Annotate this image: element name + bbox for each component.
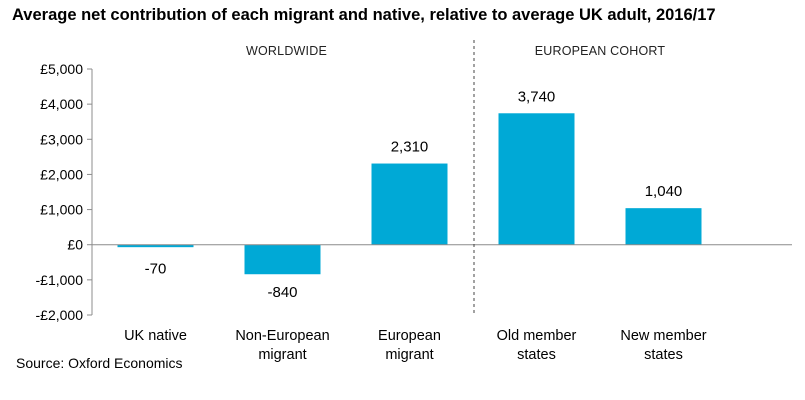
y-tick-label: £3,000 (40, 131, 83, 147)
x-tick-label: UK native (124, 328, 187, 344)
group-label: EUROPEAN COHORT (535, 44, 666, 58)
data-label: -840 (267, 284, 297, 301)
bar (498, 113, 575, 245)
bar (625, 208, 702, 245)
y-tick-label: £0 (67, 237, 83, 253)
y-tick-label: £5,000 (40, 61, 83, 77)
y-tick-label: £1,000 (40, 202, 83, 218)
x-tick-label: Old member (497, 328, 577, 344)
y-tick-label: £2,000 (40, 166, 83, 182)
bar (371, 163, 448, 245)
x-tick-label: states (517, 347, 556, 363)
y-tick-label: £4,000 (40, 96, 83, 112)
data-label: -70 (145, 261, 167, 278)
x-tick-label: New member (620, 328, 706, 344)
chart-title: Average net contribution of each migrant… (12, 6, 716, 24)
x-tick-label: states (644, 347, 683, 363)
bar (244, 244, 321, 275)
x-tick-label: European (378, 328, 441, 344)
data-label: 2,310 (391, 139, 429, 156)
x-tick-label: migrant (258, 347, 306, 363)
data-label: 3,740 (518, 88, 556, 105)
y-tick-label: -£2,000 (36, 307, 84, 323)
source-note: Source: Oxford Economics (16, 355, 183, 371)
y-tick-label: -£1,000 (36, 272, 84, 288)
x-tick-label: migrant (385, 347, 433, 363)
group-label: WORLDWIDE (246, 44, 327, 58)
data-label: 1,040 (645, 183, 683, 200)
bar (117, 244, 194, 248)
x-tick-label: Non-European (235, 328, 329, 344)
